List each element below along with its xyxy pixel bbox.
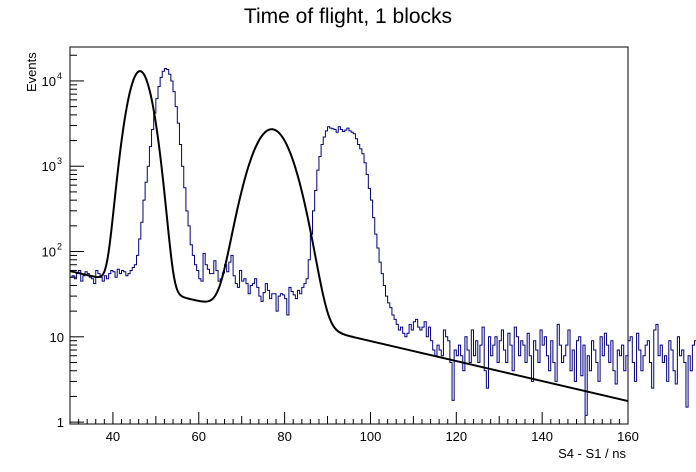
histogram-series [70, 67, 696, 416]
y-tick-exponent: 2 [57, 242, 62, 252]
plot-frame [69, 46, 629, 425]
y-tick-label: 1 [57, 415, 64, 430]
x-tick-label: 140 [531, 429, 553, 444]
y-tick-label: 10 [42, 245, 56, 260]
y-axis-label: Events [24, 52, 39, 92]
x-tick-label: 40 [106, 429, 120, 444]
y-tick-exponent: 3 [57, 156, 62, 166]
x-tick-label: 120 [445, 429, 467, 444]
fit-curve [69, 70, 629, 403]
chart-title: Time of flight, 1 blocks [244, 5, 452, 28]
y-tick-label: 10 [50, 330, 64, 345]
y-tick-label: 10 [42, 74, 56, 89]
histogram-layer [70, 67, 696, 416]
x-axis: 40 60 80 100 120 140 160 [69, 412, 639, 444]
x-tick-label: 100 [360, 429, 382, 444]
x-tick-label: 160 [617, 429, 639, 444]
y-tick-exponent: 4 [57, 71, 62, 81]
y-tick-label: 10 [42, 159, 56, 174]
x-tick-label: 60 [192, 429, 206, 444]
x-axis-label: S4 - S1 / ns [558, 446, 626, 461]
x-tick-label: 80 [277, 429, 291, 444]
fit-layer [69, 70, 629, 403]
